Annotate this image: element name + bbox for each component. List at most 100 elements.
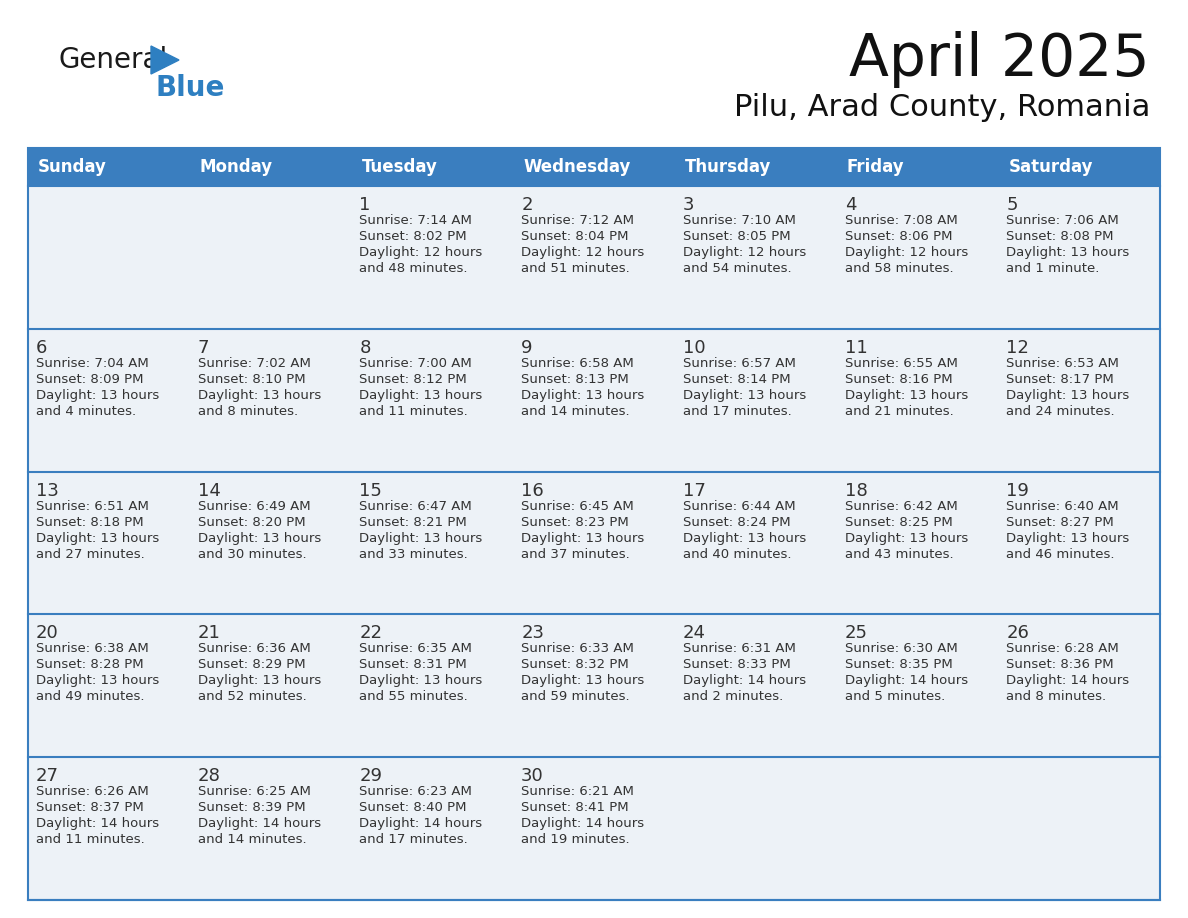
Text: Sunset: 8:16 PM: Sunset: 8:16 PM [845,373,953,386]
Text: 23: 23 [522,624,544,643]
Text: 12: 12 [1006,339,1029,357]
Text: 17: 17 [683,482,706,499]
Text: Sunrise: 6:38 AM: Sunrise: 6:38 AM [36,643,148,655]
Text: April 2025: April 2025 [849,31,1150,88]
Text: Daylight: 13 hours: Daylight: 13 hours [1006,246,1130,259]
Text: and 24 minutes.: and 24 minutes. [1006,405,1114,418]
Text: Daylight: 12 hours: Daylight: 12 hours [845,246,968,259]
Text: and 8 minutes.: and 8 minutes. [1006,690,1106,703]
Text: Sunrise: 7:02 AM: Sunrise: 7:02 AM [197,357,310,370]
Text: 28: 28 [197,767,221,785]
Text: Sunset: 8:04 PM: Sunset: 8:04 PM [522,230,628,243]
Text: Daylight: 13 hours: Daylight: 13 hours [522,532,644,544]
Text: and 4 minutes.: and 4 minutes. [36,405,137,418]
Text: Sunset: 8:41 PM: Sunset: 8:41 PM [522,801,628,814]
Text: Sunset: 8:40 PM: Sunset: 8:40 PM [360,801,467,814]
FancyBboxPatch shape [29,186,1159,329]
Text: and 2 minutes.: and 2 minutes. [683,690,783,703]
Text: 13: 13 [36,482,59,499]
Text: General: General [58,46,168,74]
Text: and 1 minute.: and 1 minute. [1006,262,1100,275]
Text: Sunrise: 6:40 AM: Sunrise: 6:40 AM [1006,499,1119,512]
Text: Sunrise: 7:00 AM: Sunrise: 7:00 AM [360,357,472,370]
Text: Daylight: 12 hours: Daylight: 12 hours [522,246,644,259]
Text: Sunset: 8:20 PM: Sunset: 8:20 PM [197,516,305,529]
Text: Sunrise: 6:57 AM: Sunrise: 6:57 AM [683,357,796,370]
Text: Sunrise: 6:31 AM: Sunrise: 6:31 AM [683,643,796,655]
Text: Sunrise: 6:23 AM: Sunrise: 6:23 AM [360,785,473,798]
Text: and 40 minutes.: and 40 minutes. [683,548,791,561]
Text: Daylight: 14 hours: Daylight: 14 hours [1006,675,1130,688]
Text: 21: 21 [197,624,221,643]
Text: and 48 minutes.: and 48 minutes. [360,262,468,275]
Text: Saturday: Saturday [1009,158,1093,176]
Text: 18: 18 [845,482,867,499]
Text: Daylight: 13 hours: Daylight: 13 hours [683,389,807,402]
Text: Daylight: 13 hours: Daylight: 13 hours [845,389,968,402]
Text: Daylight: 13 hours: Daylight: 13 hours [36,389,159,402]
Text: Sunset: 8:14 PM: Sunset: 8:14 PM [683,373,790,386]
Text: Thursday: Thursday [684,158,771,176]
Text: Daylight: 13 hours: Daylight: 13 hours [360,532,482,544]
Text: Daylight: 12 hours: Daylight: 12 hours [360,246,482,259]
Text: and 37 minutes.: and 37 minutes. [522,548,630,561]
Text: Sunset: 8:23 PM: Sunset: 8:23 PM [522,516,628,529]
Text: Sunrise: 6:30 AM: Sunrise: 6:30 AM [845,643,958,655]
Text: Sunrise: 6:25 AM: Sunrise: 6:25 AM [197,785,310,798]
Text: Sunrise: 7:08 AM: Sunrise: 7:08 AM [845,214,958,227]
Text: Daylight: 14 hours: Daylight: 14 hours [683,675,805,688]
Text: Daylight: 14 hours: Daylight: 14 hours [36,817,159,830]
Polygon shape [151,46,179,74]
Text: Sunset: 8:35 PM: Sunset: 8:35 PM [845,658,953,671]
Text: Sunrise: 7:14 AM: Sunrise: 7:14 AM [360,214,473,227]
Text: Daylight: 13 hours: Daylight: 13 hours [522,389,644,402]
Text: Daylight: 13 hours: Daylight: 13 hours [197,389,321,402]
Text: and 19 minutes.: and 19 minutes. [522,834,630,846]
Text: and 11 minutes.: and 11 minutes. [360,405,468,418]
Text: Sunrise: 6:21 AM: Sunrise: 6:21 AM [522,785,634,798]
Text: 27: 27 [36,767,59,785]
Text: Sunrise: 7:04 AM: Sunrise: 7:04 AM [36,357,148,370]
Text: Sunrise: 6:44 AM: Sunrise: 6:44 AM [683,499,796,512]
Text: Daylight: 14 hours: Daylight: 14 hours [522,817,644,830]
Text: Sunrise: 6:42 AM: Sunrise: 6:42 AM [845,499,958,512]
Text: 15: 15 [360,482,383,499]
Text: and 17 minutes.: and 17 minutes. [360,834,468,846]
Text: Sunset: 8:39 PM: Sunset: 8:39 PM [197,801,305,814]
Text: Sunset: 8:13 PM: Sunset: 8:13 PM [522,373,628,386]
Text: and 54 minutes.: and 54 minutes. [683,262,791,275]
Text: 26: 26 [1006,624,1029,643]
Text: Sunday: Sunday [38,158,107,176]
Text: Sunset: 8:33 PM: Sunset: 8:33 PM [683,658,790,671]
FancyBboxPatch shape [29,148,1159,186]
Text: Sunset: 8:36 PM: Sunset: 8:36 PM [1006,658,1114,671]
Text: Sunrise: 7:06 AM: Sunrise: 7:06 AM [1006,214,1119,227]
Text: and 5 minutes.: and 5 minutes. [845,690,944,703]
Text: and 58 minutes.: and 58 minutes. [845,262,953,275]
Text: Sunset: 8:28 PM: Sunset: 8:28 PM [36,658,144,671]
Text: Sunset: 8:09 PM: Sunset: 8:09 PM [36,373,144,386]
Text: Sunset: 8:17 PM: Sunset: 8:17 PM [1006,373,1114,386]
Text: Pilu, Arad County, Romania: Pilu, Arad County, Romania [734,94,1150,122]
Text: Sunset: 8:06 PM: Sunset: 8:06 PM [845,230,952,243]
Text: Sunset: 8:37 PM: Sunset: 8:37 PM [36,801,144,814]
Text: Sunrise: 6:55 AM: Sunrise: 6:55 AM [845,357,958,370]
Text: and 33 minutes.: and 33 minutes. [360,548,468,561]
Text: and 59 minutes.: and 59 minutes. [522,690,630,703]
Text: 22: 22 [360,624,383,643]
Text: Sunset: 8:05 PM: Sunset: 8:05 PM [683,230,790,243]
Text: Sunrise: 6:36 AM: Sunrise: 6:36 AM [197,643,310,655]
Text: Sunrise: 6:47 AM: Sunrise: 6:47 AM [360,499,472,512]
Text: 4: 4 [845,196,857,214]
Text: Sunrise: 6:35 AM: Sunrise: 6:35 AM [360,643,473,655]
Text: and 55 minutes.: and 55 minutes. [360,690,468,703]
Text: Daylight: 13 hours: Daylight: 13 hours [522,675,644,688]
Text: Friday: Friday [847,158,904,176]
Text: Sunrise: 6:51 AM: Sunrise: 6:51 AM [36,499,148,512]
Text: 5: 5 [1006,196,1018,214]
Text: and 14 minutes.: and 14 minutes. [522,405,630,418]
Text: and 11 minutes.: and 11 minutes. [36,834,145,846]
Text: Daylight: 13 hours: Daylight: 13 hours [197,532,321,544]
Text: Sunrise: 6:26 AM: Sunrise: 6:26 AM [36,785,148,798]
Text: 24: 24 [683,624,706,643]
